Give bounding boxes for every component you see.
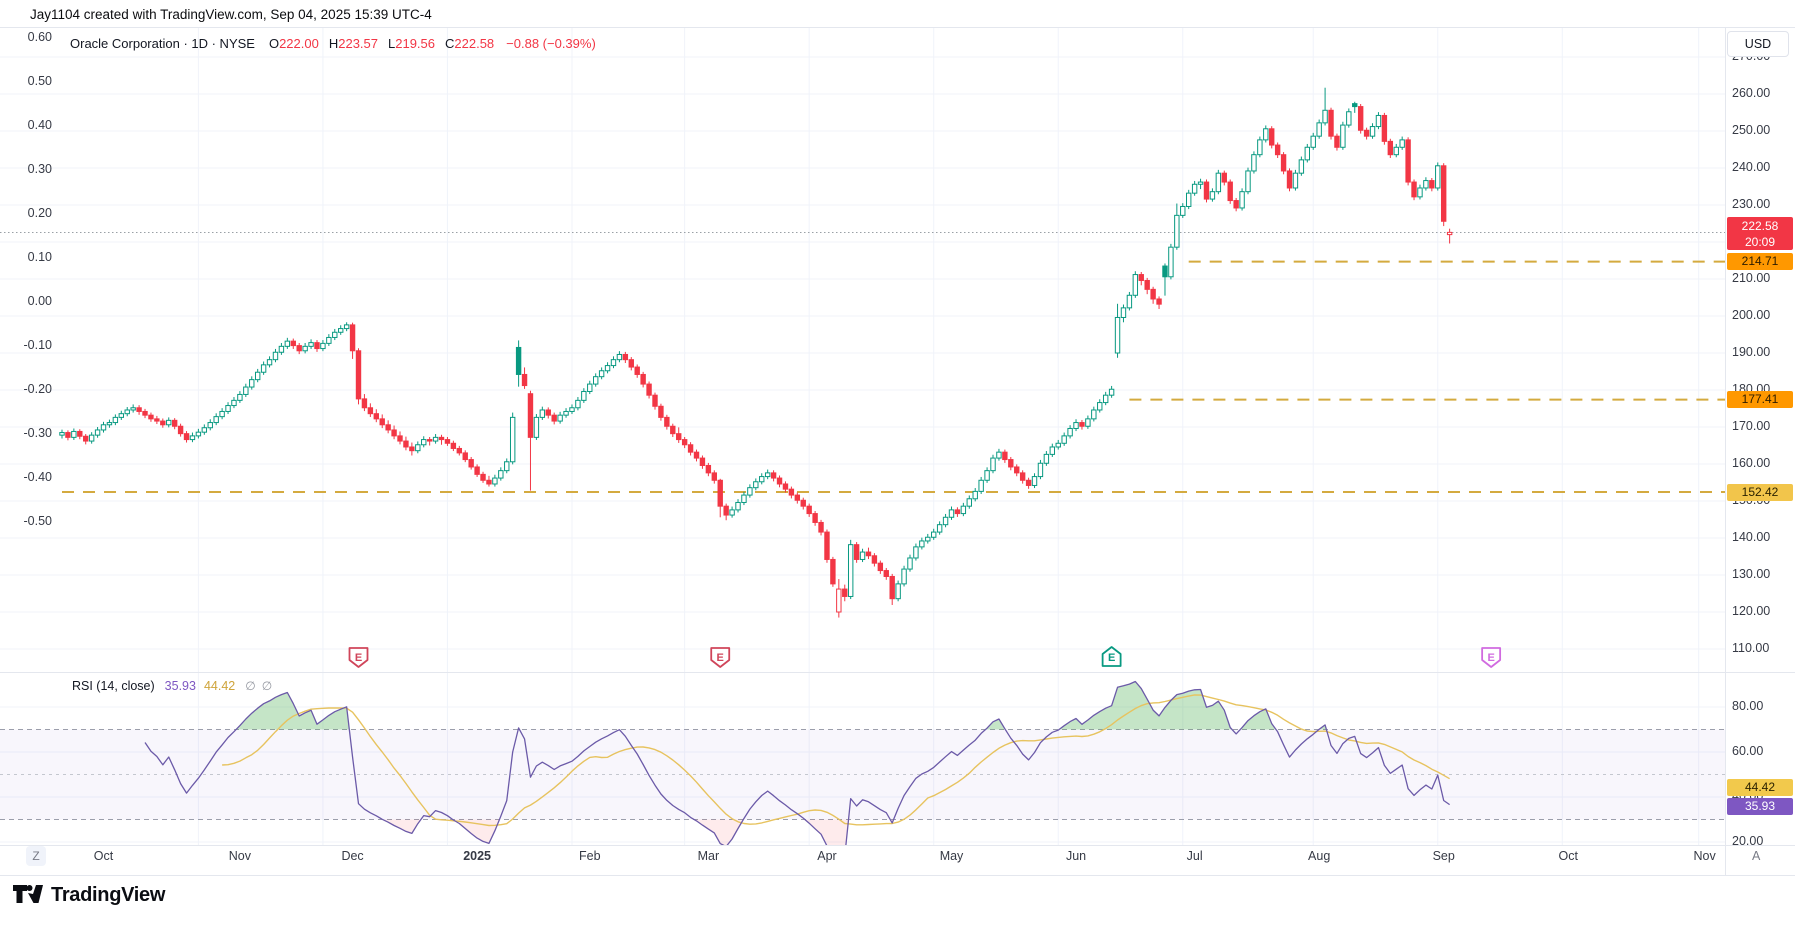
earnings-marker[interactable]: E [710, 647, 731, 668]
left-scale-label: 0.10 [27, 250, 52, 264]
time-axis-label[interactable]: Apr [817, 849, 837, 863]
time-axis-label[interactable]: Jun [1065, 849, 1087, 863]
time-axis-label[interactable]: May [939, 849, 964, 863]
price-tick-label: 110.00 [1732, 641, 1770, 655]
left-scale-label: 0.50 [27, 74, 52, 88]
price-tick-label: 240.00 [1732, 160, 1771, 174]
price-tick-label: 250.00 [1732, 123, 1771, 137]
tradingview-logo[interactable]: TradingView [13, 884, 165, 907]
price-axis-divider[interactable] [1725, 27, 1726, 875]
price-tick-label: 120.00 [1732, 604, 1771, 618]
left-scale-label: -0.10 [23, 338, 53, 352]
close-value: 222.58 [454, 36, 495, 51]
change-value: −0.88 (−0.39%) [506, 36, 596, 51]
time-axis-label[interactable]: Aug [1308, 849, 1331, 863]
tradingview-logo-text: TradingView [51, 884, 166, 906]
timezone-button[interactable]: Z [26, 846, 46, 866]
left-scale-label: 0.40 [27, 118, 52, 132]
price-tick-label: 190.00 [1732, 345, 1771, 359]
left-scale-label: -0.40 [23, 470, 53, 484]
rsi-ma-badge: 44.42 [1727, 779, 1793, 796]
svg-text:E: E [1108, 652, 1115, 664]
left-scale-label: 0.30 [27, 162, 52, 176]
attribution-title: Jay1104 created with TradingView.com, Se… [30, 7, 432, 22]
time-axis-label[interactable]: Nov [1693, 849, 1716, 863]
level-badge-214: 214.71 [1727, 253, 1793, 270]
left-scale-label: 0.60 [27, 30, 52, 44]
left-scale-label: 0.00 [27, 294, 52, 308]
rsi-tick-label: 20.00 [1732, 834, 1764, 848]
price-tick-label: 210.00 [1732, 271, 1771, 285]
currency-selector[interactable]: USD [1727, 31, 1789, 57]
symbol-description: Oracle Corporation · 1D · NYSE [70, 36, 255, 51]
top-divider [0, 27, 1795, 28]
pane-divider[interactable] [0, 672, 1795, 673]
rsi-ma-value: 44.42 [203, 679, 236, 693]
bar-countdown: 20:09 [1744, 235, 1776, 249]
price-tick-label: 260.00 [1732, 86, 1771, 100]
earnings-marker[interactable]: E [1481, 647, 1502, 668]
svg-text:E: E [355, 652, 362, 664]
high-value: 223.57 [338, 36, 378, 51]
tradingview-logo-icon [13, 884, 43, 903]
low-label: L [388, 36, 396, 51]
time-axis-label[interactable]: Sep [1432, 849, 1455, 863]
price-tick-label: 160.00 [1732, 456, 1771, 470]
left-scale-label: -0.30 [23, 426, 53, 440]
auto-scale-button[interactable]: A [1752, 849, 1761, 863]
level-badge-152: 152.42 [1727, 484, 1793, 501]
time-axis-label[interactable]: 2025 [463, 849, 491, 863]
rsi-tick-label: 80.00 [1732, 699, 1764, 713]
left-scale-label: -0.20 [23, 382, 53, 396]
time-axis-label[interactable]: Oct [93, 849, 114, 863]
rsi-title: RSI (14, close) [72, 679, 155, 693]
last-price-value: 222.58 [1741, 219, 1779, 233]
symbol-legend[interactable]: Oracle Corporation · 1D · NYSE O222.00 H22… [70, 36, 596, 51]
open-label: O [268, 36, 280, 51]
high-label: H [328, 36, 339, 51]
level-badge-177: 177.41 [1727, 391, 1793, 408]
last-price-badge: 222.58 20:09 [1727, 217, 1793, 250]
price-tick-label: 130.00 [1732, 567, 1771, 581]
rsi-tick-label: 60.00 [1732, 744, 1764, 758]
time-axis-label[interactable]: Mar [697, 849, 720, 863]
price-tick-label: 140.00 [1732, 530, 1771, 544]
time-axis-label[interactable]: Nov [228, 849, 252, 863]
time-axis-label[interactable]: Oct [1558, 849, 1578, 863]
rsi-indicator-legend[interactable]: RSI (14, close) 35.93 44.42 ∅ ∅ [72, 679, 278, 693]
earnings-marker[interactable]: E [348, 647, 369, 668]
price-tick-label: 200.00 [1732, 308, 1771, 322]
svg-text:E: E [1487, 652, 1494, 664]
time-axis-label[interactable]: Feb [578, 849, 601, 863]
rsi-value: 35.93 [164, 679, 196, 693]
open-value: 222.00 [279, 36, 319, 51]
hide-source-icon[interactable]: ∅ [261, 679, 273, 693]
rsi-value-badge: 35.93 [1727, 798, 1793, 815]
bottom-divider [0, 875, 1795, 876]
price-tick-label: 170.00 [1732, 419, 1771, 433]
price-tick-label: 230.00 [1732, 197, 1771, 211]
low-value: 219.56 [395, 36, 435, 51]
time-axis-divider [0, 845, 1795, 846]
earnings-marker[interactable]: E [1101, 646, 1122, 667]
left-scale-label: -0.50 [23, 514, 53, 528]
time-axis-label[interactable]: Dec [341, 849, 364, 863]
svg-text:E: E [717, 652, 724, 664]
left-scale-label: 0.20 [27, 206, 52, 220]
hide-source-icon[interactable]: ∅ [245, 679, 256, 693]
time-axis-label[interactable]: Jul [1186, 849, 1203, 863]
close-label: C [445, 36, 455, 51]
